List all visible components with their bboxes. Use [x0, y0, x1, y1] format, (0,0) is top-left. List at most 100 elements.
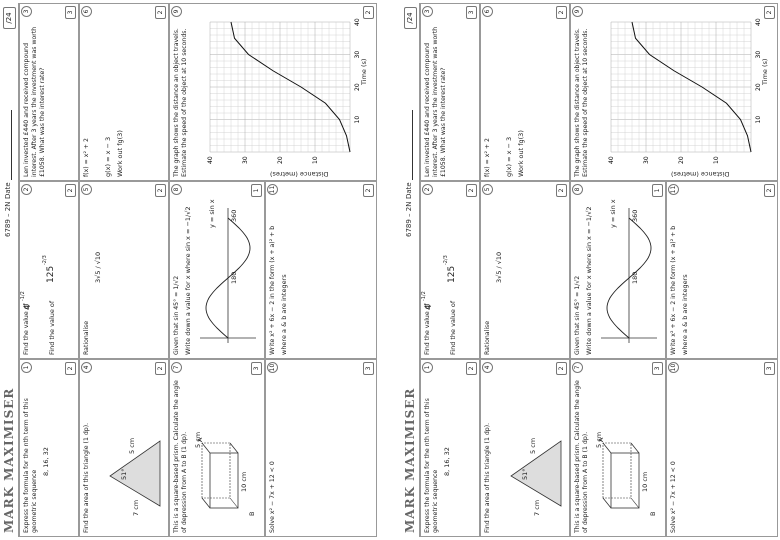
prism-diagram: [602, 442, 640, 509]
y-tick-label: 20: [277, 156, 284, 164]
question-text: Len invested £440 and received compound …: [424, 26, 447, 177]
expr-base: 125: [46, 265, 56, 283]
worksheet-left: MARK MAXIMISER 6789 – 2N Date /24 Expres…: [2, 3, 377, 537]
marks-box[interactable]: 2: [466, 362, 477, 375]
question-cell-5: Rationalise 5 2 3√5 / √10: [79, 181, 169, 359]
sine-graph: [601, 208, 657, 343]
question-text: f(x) = x² + 2: [83, 138, 90, 177]
question-number: 1: [21, 362, 32, 373]
tick-360: 360: [631, 209, 639, 222]
x-tick-label: 30: [354, 51, 361, 59]
sequence-values: 8, 16, 32: [443, 447, 451, 476]
y-axis-label: Distance (metres): [671, 170, 730, 178]
angle-label: 51°: [521, 468, 529, 480]
sheet-code: 6789 – 2N: [4, 201, 12, 237]
y-tick-label: 10: [312, 156, 319, 164]
marks-box[interactable]: 2: [764, 184, 775, 197]
question-text: Len invested £440 and received compound …: [23, 26, 46, 177]
y-tick-label: 30: [242, 156, 249, 164]
marks-box[interactable]: 2: [155, 6, 166, 19]
sheet-content: MARK MAXIMISER 6789 – 2N Date /24 Expres…: [2, 3, 377, 537]
marks-box[interactable]: 2: [65, 362, 76, 375]
tick-180: 180: [631, 271, 639, 284]
question-number: 6: [81, 6, 92, 17]
question-number: 3: [21, 6, 32, 17]
question-number: 2: [422, 184, 433, 195]
question-cell-4: Find the area of this triangle (1 dp). 4…: [480, 359, 570, 537]
question-number: 3: [422, 6, 433, 17]
triangle-diagram: [109, 440, 161, 507]
marks-box[interactable]: 2: [65, 184, 76, 197]
question-number: 10: [267, 362, 278, 373]
marks-box[interactable]: 2: [556, 6, 567, 19]
y-tick-label: 40: [207, 156, 214, 164]
question-cell-2: Find the value of 2 2 Find the value of …: [19, 181, 79, 359]
marks-box[interactable]: 2: [363, 184, 374, 197]
expr-base: 4: [424, 304, 434, 310]
expr-exponent: -1/2: [421, 291, 427, 301]
angle-label: 51°: [120, 468, 128, 480]
point-a: A: [196, 437, 204, 442]
fraction-expression: 3√5 / √10: [94, 251, 102, 283]
question-cell-9: The graph shows the distance an object t…: [570, 3, 778, 181]
question-number: 2: [21, 184, 32, 195]
question-cell-2: Find the value of 2 2 Find the value of …: [420, 181, 480, 359]
question-number: 10: [668, 362, 679, 373]
marks-box[interactable]: 3: [466, 6, 477, 19]
sequence-values: 8, 16, 32: [42, 447, 50, 476]
instruction: where a & b are integers: [681, 274, 689, 355]
function-g: g(x) = x − 3: [104, 136, 112, 177]
date-field: Date: [405, 110, 413, 199]
question-text: Rationalise: [83, 320, 90, 355]
expr-exponent: -2/3: [42, 255, 48, 265]
question-number: 1: [422, 362, 433, 373]
sheet-content: MARK MAXIMISER 6789 – 2N Date /24 Expres…: [403, 3, 778, 537]
sheet-code: 6789 – 2N: [405, 201, 413, 237]
point-b: B: [649, 511, 657, 516]
marks-box[interactable]: 3: [764, 362, 775, 375]
expr-label: Find the value of: [48, 300, 56, 355]
sine-graph: [200, 208, 256, 343]
marks-box[interactable]: 3: [363, 362, 374, 375]
distance-time-graph: 10 20 30 40 10 20 30 40: [608, 18, 762, 164]
triangle-diagram: [510, 440, 562, 507]
question-text: Rationalise: [484, 320, 491, 355]
question-text: f(x) = x² + 2: [484, 138, 491, 177]
marks-box[interactable]: 3: [65, 6, 76, 19]
question-text: Write x² + 6x − 2 in the form (x + a)² +…: [670, 225, 677, 355]
date-field: Date: [4, 110, 12, 199]
x-tick-label: 40: [755, 18, 762, 26]
question-cell-1: Express the formula for the nth term of …: [420, 359, 480, 537]
side-label: 5 cm: [128, 437, 136, 454]
question-text: Write x² + 6x − 2 in the form (x + a)² +…: [269, 225, 276, 355]
expr-base: 4: [23, 304, 33, 310]
marks-box[interactable]: 2: [155, 184, 166, 197]
function-g: g(x) = x − 3: [505, 136, 513, 177]
question-text: Express the formula for the nth term of …: [23, 398, 38, 533]
instruction: Work out fg(3): [517, 130, 525, 177]
question-number: 5: [482, 184, 493, 195]
instruction: where a & b are integers: [280, 274, 288, 355]
marks-box[interactable]: 2: [556, 184, 567, 197]
question-cell-8: Given that sin 45° = 1/√2 8 1 Write down…: [570, 181, 666, 359]
y-axis-label: Distance (metres): [270, 170, 329, 178]
header-bar: MARK MAXIMISER 6789 – 2N Date /24: [403, 3, 420, 537]
question-cell-5: Rationalise 5 2 3√5 / √10: [480, 181, 570, 359]
question-number: 11: [668, 184, 679, 195]
question-cell-6: f(x) = x² + 2 6 2 g(x) = x − 3 Work out …: [480, 3, 570, 181]
distance-curve: [230, 21, 351, 153]
brand-logo: MARK MAXIMISER: [403, 387, 417, 533]
question-cell-7: This is a square-based prism. Calculate …: [169, 359, 265, 537]
question-text: Find the value of: [23, 303, 30, 355]
worksheet-right: MARK MAXIMISER 6789 – 2N Date /24 Expres…: [403, 3, 778, 537]
curve-label: y = sin x: [609, 199, 617, 228]
x-axis-label: Time (s): [360, 58, 368, 85]
question-cell-3: Len invested £440 and received compound …: [420, 3, 480, 181]
question-number: 6: [482, 6, 493, 17]
marks-box[interactable]: 2: [466, 184, 477, 197]
question-cell-11: Write x² + 6x − 2 in the form (x + a)² +…: [666, 181, 778, 359]
expr-exponent: -1/2: [20, 291, 26, 301]
question-text: Solve x² − 7x + 12 < 0: [269, 461, 276, 533]
question-cell-10: Solve x² − 7x + 12 < 0 10 3: [265, 359, 377, 537]
question-cell-1: Express the formula for the nth term of …: [19, 359, 79, 537]
